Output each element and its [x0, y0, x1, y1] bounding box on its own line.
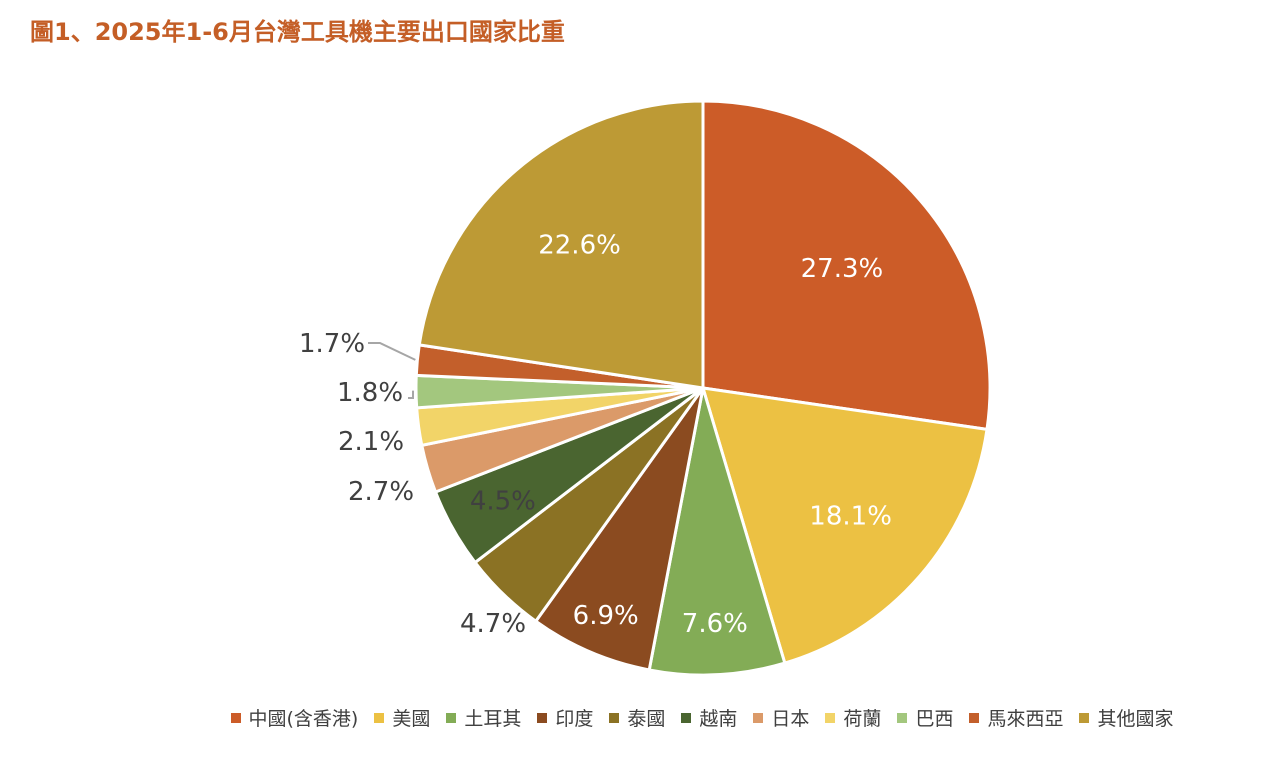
legend: 中國(含香港) 美國 土耳其 印度 泰國 越南 日本 荷蘭 巴西 馬來西亞 其他國家 — [0, 704, 1270, 731]
legend-swatch-5 — [681, 712, 692, 723]
legend-item-7: 荷蘭 — [825, 704, 881, 731]
leader-line-8 — [408, 390, 415, 399]
legend-item-0: 中國(含香港) — [230, 704, 359, 731]
pie-slice-1 — [700, 386, 989, 665]
legend-swatch-4 — [609, 712, 620, 723]
legend-swatch-8 — [897, 712, 908, 723]
legend-label-10: 其他國家 — [1097, 708, 1174, 730]
legend-item-8: 巴西 — [897, 704, 953, 731]
data-labels: 27.3% 18.1% 7.6% 6.9% 4.7% 4.5% 2.7% 2.1% 1.8% 1.… — [299, 230, 892, 639]
legend-swatch-6 — [753, 712, 764, 723]
legend-item-6: 日本 — [753, 704, 809, 731]
leader-line-9 — [368, 342, 416, 361]
pie-slices — [414, 99, 992, 677]
legend-label-3: 印度 — [555, 708, 594, 730]
data-label-6: 2.7% — [348, 477, 414, 507]
legend-swatch-3 — [537, 712, 548, 723]
legend-item-2: 土耳其 — [446, 704, 521, 731]
legend-item-5: 越南 — [681, 704, 737, 731]
pie-slice-0 — [701, 99, 992, 432]
data-label-8: 1.8% — [337, 378, 403, 408]
legend-label-2: 土耳其 — [464, 708, 522, 730]
legend-item-3: 印度 — [537, 704, 593, 731]
legend-label-8: 巴西 — [915, 708, 954, 730]
data-label-3: 6.9% — [573, 601, 639, 631]
legend-label-1: 美國 — [392, 708, 431, 730]
legend-item-1: 美國 — [374, 704, 430, 731]
chart-title: 圖1、2025年1-6月台灣工具機主要出口國家比重 — [30, 18, 565, 46]
legend-swatch-7 — [825, 712, 836, 723]
legend-label-6: 日本 — [771, 708, 810, 730]
legend-swatch-9 — [969, 712, 980, 723]
legend-item-10: 其他國家 — [1079, 704, 1173, 731]
data-label-7: 2.1% — [338, 427, 404, 457]
data-label-5: 4.5% — [470, 487, 536, 517]
pie-slice-2 — [647, 387, 787, 677]
pie-slice-3 — [533, 387, 705, 672]
data-label-2: 7.6% — [682, 609, 748, 639]
pie-chart: 27.3% 18.1% 7.6% 6.9% 4.7% 4.5% 2.7% 2.1% 1.8% 1.… — [299, 99, 992, 677]
legend-item-9: 馬來西亞 — [969, 704, 1063, 731]
leader-lines — [368, 342, 416, 399]
legend-label-7: 荷蘭 — [843, 708, 882, 730]
pie-slice-10 — [417, 99, 705, 390]
legend-swatch-0 — [230, 712, 241, 723]
data-label-10: 22.6% — [538, 230, 621, 260]
legend-swatch-2 — [446, 712, 457, 723]
data-label-0: 27.3% — [801, 254, 884, 284]
data-label-1: 18.1% — [809, 502, 892, 532]
legend-label-5: 越南 — [699, 708, 738, 730]
data-label-9: 1.7% — [299, 329, 365, 359]
legend-swatch-1 — [374, 712, 385, 723]
legend-label-9: 馬來西亞 — [987, 708, 1064, 730]
legend-item-4: 泰國 — [609, 704, 665, 731]
legend-label-0: 中國(含香港) — [248, 708, 359, 730]
legend-swatch-10 — [1079, 712, 1090, 723]
legend-label-4: 泰國 — [627, 708, 666, 730]
data-label-4: 4.7% — [460, 609, 526, 639]
